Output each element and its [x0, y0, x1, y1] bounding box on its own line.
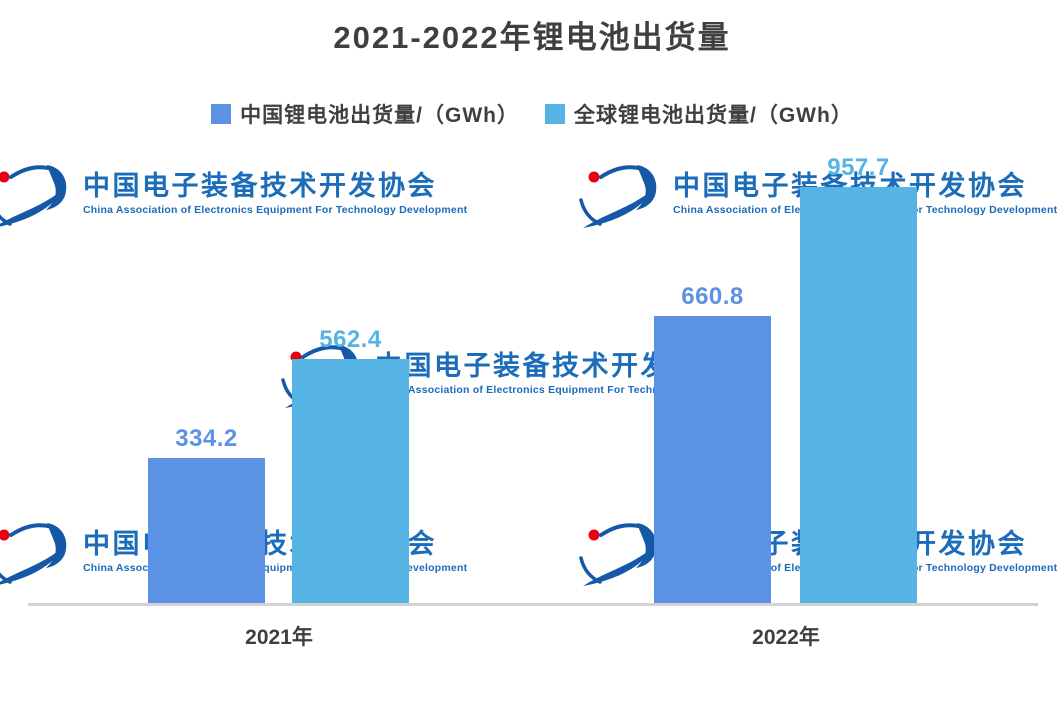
- bar-2021年-series0: [148, 458, 265, 603]
- x-axis-label-2021: 2021年: [245, 626, 313, 649]
- watermark-en: China Association of Electronics Equipme…: [83, 203, 468, 216]
- bar-2021年-series1: [292, 359, 409, 603]
- watermark-top-left: 中国电子装备技术开发协会 China Association of Electr…: [0, 158, 467, 230]
- bar-value-label: 660.8: [681, 283, 744, 310]
- caeetd-logo-icon: [0, 165, 67, 227]
- legend: 中国锂电池出货量/（GWh） 全球锂电池出货量/（GWh）: [0, 99, 1064, 129]
- bar-value-label: 334.2: [175, 425, 238, 452]
- watermark-text: 中国电子装备技术开发协会 China Association of Electr…: [83, 171, 468, 216]
- chart-title: 2021-2022年锂电池出货量: [333, 20, 731, 55]
- x-axis-line: [28, 603, 1038, 606]
- bar-value-label: 957.7: [827, 154, 890, 181]
- caeetd-logo-icon: [579, 165, 657, 228]
- legend-item-global: 全球锂电池出货量/（GWh）: [545, 99, 853, 129]
- watermark-en: China Association of Electronics Equipme…: [83, 561, 468, 574]
- x-axis-label-2022: 2022年: [752, 626, 820, 649]
- bar-2022年-series1: [800, 187, 917, 603]
- legend-swatch-china: [211, 104, 232, 124]
- legend-label-china: 中国锂电池出货量/（GWh）: [240, 104, 519, 127]
- legend-label-global: 全球锂电池出货量/（GWh）: [574, 104, 853, 127]
- caeetd-logo-icon: [0, 523, 67, 585]
- caeetd-logo-icon: [579, 523, 657, 586]
- watermark-zh: 中国电子装备技术开发协会: [83, 171, 437, 202]
- bar-value-label: 562.4: [319, 326, 382, 353]
- watermark-zh: 中国电子装备技术开发协会: [83, 529, 467, 560]
- legend-swatch-global: [545, 104, 565, 124]
- bar-2022年-series0: [654, 316, 771, 603]
- legend-item-china: 中国锂电池出货量/（GWh）: [211, 99, 519, 129]
- watermark-text: 中国电子装备技术开发协会 China Association of Electr…: [83, 529, 468, 574]
